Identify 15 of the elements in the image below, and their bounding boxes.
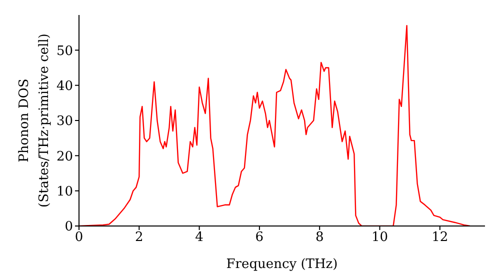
y-tick-label: 50: [56, 44, 73, 59]
y-tick-label: 10: [56, 184, 73, 200]
y-tick-label: 0: [64, 220, 73, 235]
x-tick-label: 6: [255, 230, 264, 246]
x-tick-label: 0: [74, 230, 84, 246]
x-tick-label: 8: [315, 230, 324, 246]
x-tick-label: 2: [135, 230, 144, 246]
x-tick-label: 4: [195, 230, 204, 246]
x-tick-label: 12: [432, 230, 448, 246]
y-tick-label: 20: [56, 149, 73, 164]
y-axis-title: Phonon DOS (States/THz·primitive cell): [17, 33, 52, 208]
y-tick-label: 40: [56, 78, 73, 94]
x-axis-title: Frequency (THz): [226, 257, 338, 272]
y-tick-label: 30: [56, 114, 73, 130]
x-tick-label: 10: [371, 230, 388, 246]
